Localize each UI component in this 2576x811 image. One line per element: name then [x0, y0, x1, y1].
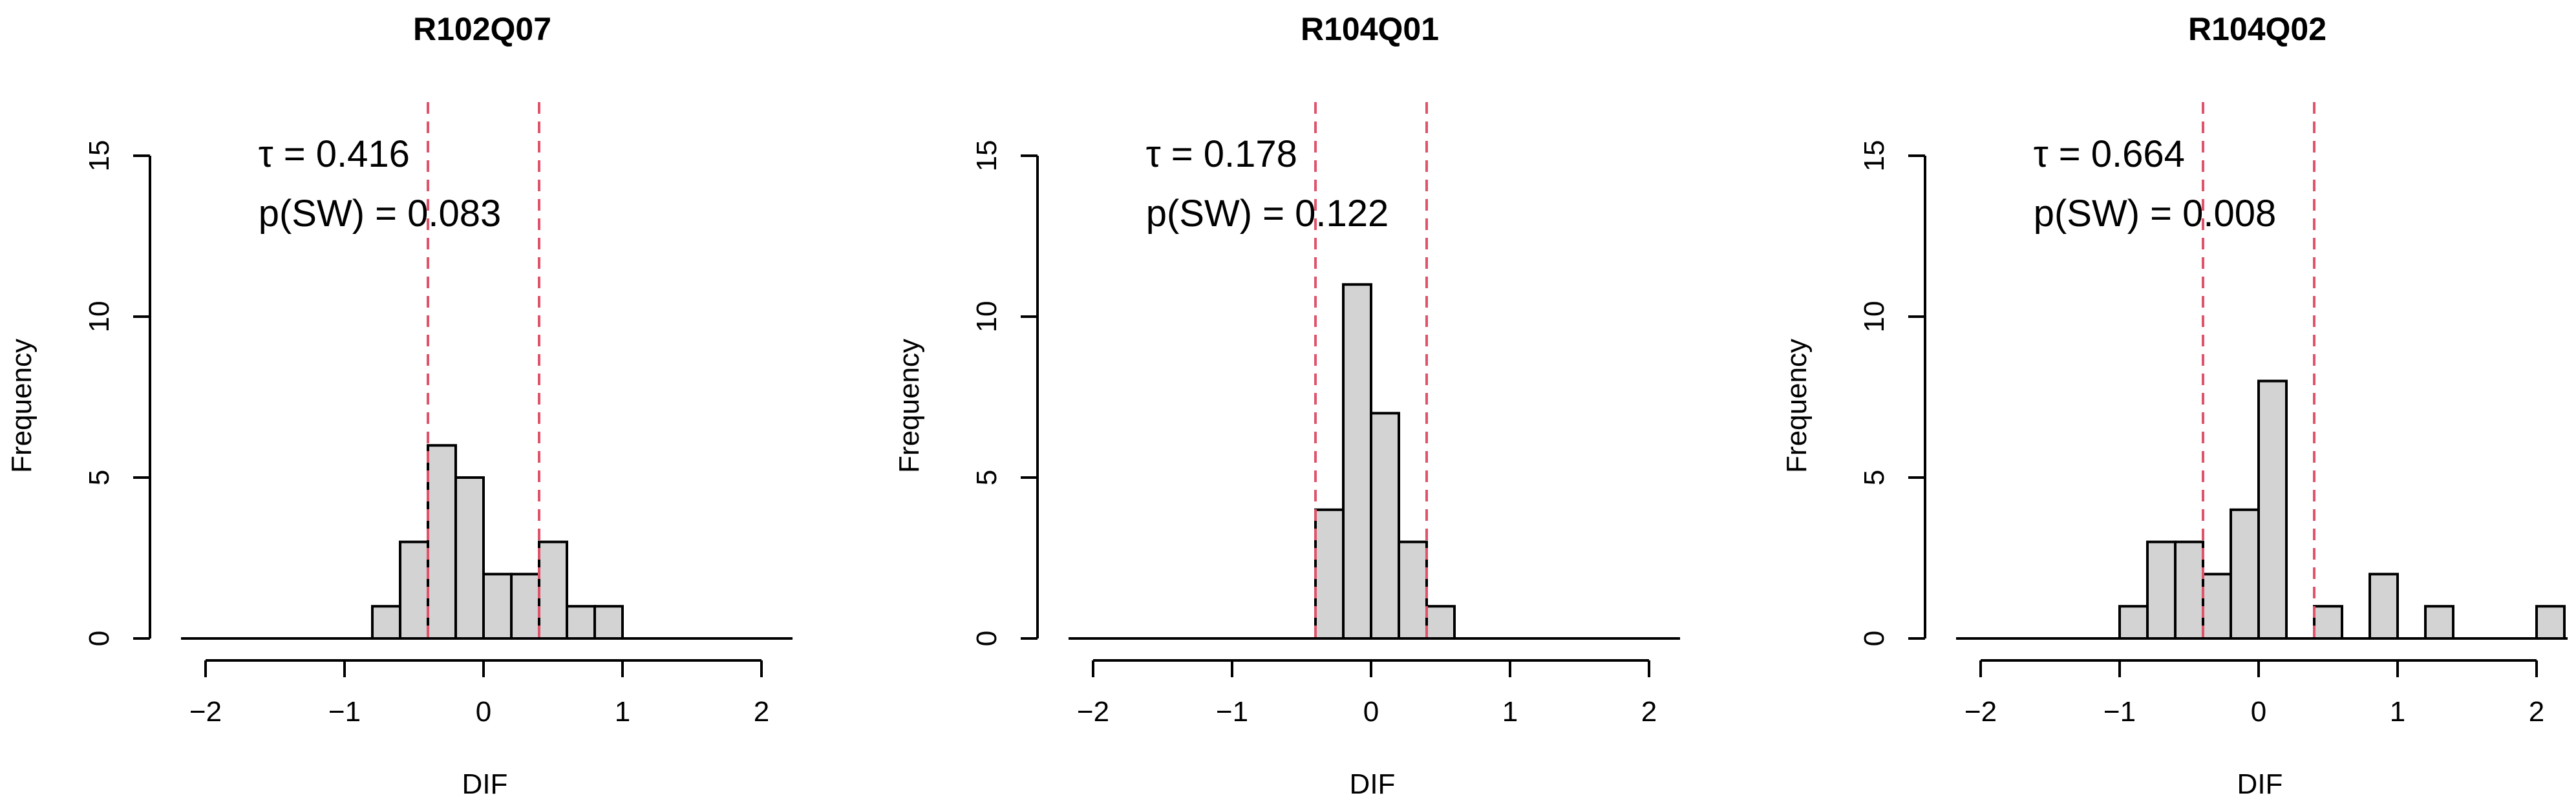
y-tick-label: 0 — [1858, 631, 1890, 646]
histogram-bar — [1425, 605, 1456, 640]
x-axis-title: DIF — [2237, 768, 2283, 800]
y-axis-title: Frequency — [893, 339, 925, 473]
psw-annotation: p(SW) = 0.122 — [1146, 193, 1389, 235]
x-tick-label: −1 — [1216, 696, 1248, 728]
histogram-bar — [2146, 540, 2177, 640]
histogram-bar — [593, 605, 624, 640]
panel-r104q01: R104Q01 −2 −1 0 1 2 DIF 0 5 10 15 Frequency τ = 0.17… — [893, 11, 1680, 800]
x-tick-label: −1 — [2103, 696, 2136, 728]
histogram-bar — [2368, 573, 2399, 640]
histogram-bar — [2174, 540, 2204, 640]
x-tick-label: 1 — [2390, 696, 2405, 728]
y-tick-label: 5 — [1858, 470, 1890, 485]
histogram-bar — [566, 605, 596, 640]
histogram-bar — [454, 476, 485, 640]
x-tick-label: 2 — [2529, 696, 2544, 728]
histogram-bar — [1342, 283, 1372, 640]
y-tick-label: 15 — [83, 140, 115, 172]
x-tick-label: 0 — [2251, 696, 2266, 728]
panel-r102q07: R102Q07 −2 −1 0 1 2 DIF 0 5 10 15 Frequency τ = 0.41… — [6, 11, 793, 800]
x-tick-label: −2 — [1077, 696, 1109, 728]
tau-annotation: τ = 0.416 — [259, 133, 410, 175]
y-tick-label: 5 — [83, 470, 115, 485]
y-tick-label: 10 — [1858, 301, 1890, 333]
psw-annotation: p(SW) = 0.008 — [2034, 193, 2277, 235]
y-tick-label: 10 — [971, 301, 1003, 333]
chart-title: R102Q07 — [413, 11, 551, 47]
histogram-bar — [2313, 605, 2343, 640]
y-axis-title: Frequency — [6, 339, 37, 473]
x-tick-label: 0 — [476, 696, 491, 728]
chart-title: R104Q01 — [1301, 11, 1439, 47]
y-tick-label: 0 — [83, 631, 115, 646]
y-tick-label: 15 — [971, 140, 1003, 172]
histogram-bar — [2424, 605, 2454, 640]
x-axis-title: DIF — [1350, 768, 1396, 800]
histogram-bar — [371, 605, 401, 640]
histogram-bar — [482, 573, 513, 640]
tau-annotation: τ = 0.664 — [2034, 133, 2185, 175]
x-tick-label: 1 — [1502, 696, 1518, 728]
x-axis-title: DIF — [462, 768, 508, 800]
histogram-bar — [2257, 379, 2288, 640]
x-tick-label: −2 — [1964, 696, 1997, 728]
tau-annotation: τ = 0.178 — [1146, 133, 1297, 175]
histogram-bar — [2118, 605, 2149, 640]
histogram-bar — [1398, 540, 1428, 640]
histogram-bar — [510, 573, 540, 640]
x-tick-label: 2 — [1641, 696, 1657, 728]
histogram-bar — [399, 540, 429, 640]
histogram-bar — [538, 540, 568, 640]
y-tick-label: 0 — [971, 631, 1003, 646]
chart-title: R104Q02 — [2188, 11, 2326, 47]
x-tick-label: 0 — [1363, 696, 1379, 728]
x-tick-label: 1 — [615, 696, 630, 728]
histogram-bar — [427, 444, 457, 640]
y-tick-label: 5 — [971, 470, 1003, 485]
x-tick-label: −2 — [189, 696, 222, 728]
y-tick-label: 15 — [1858, 140, 1890, 172]
panel-r104q02: R104Q02 −2 −1 0 1 2 DIF 0 5 10 15 Frequency τ = 0.66… — [1781, 11, 2568, 800]
histogram-bar — [1370, 412, 1400, 640]
y-tick-label: 10 — [83, 301, 115, 333]
histogram-bar — [1314, 508, 1345, 640]
x-tick-label: −1 — [328, 696, 361, 728]
x-tick-label: 2 — [754, 696, 769, 728]
y-axis-title: Frequency — [1781, 339, 1813, 473]
histogram-bar — [2202, 573, 2232, 640]
histogram-bar — [2535, 605, 2566, 640]
psw-annotation: p(SW) = 0.083 — [259, 193, 502, 235]
histogram-bar — [2230, 508, 2260, 640]
